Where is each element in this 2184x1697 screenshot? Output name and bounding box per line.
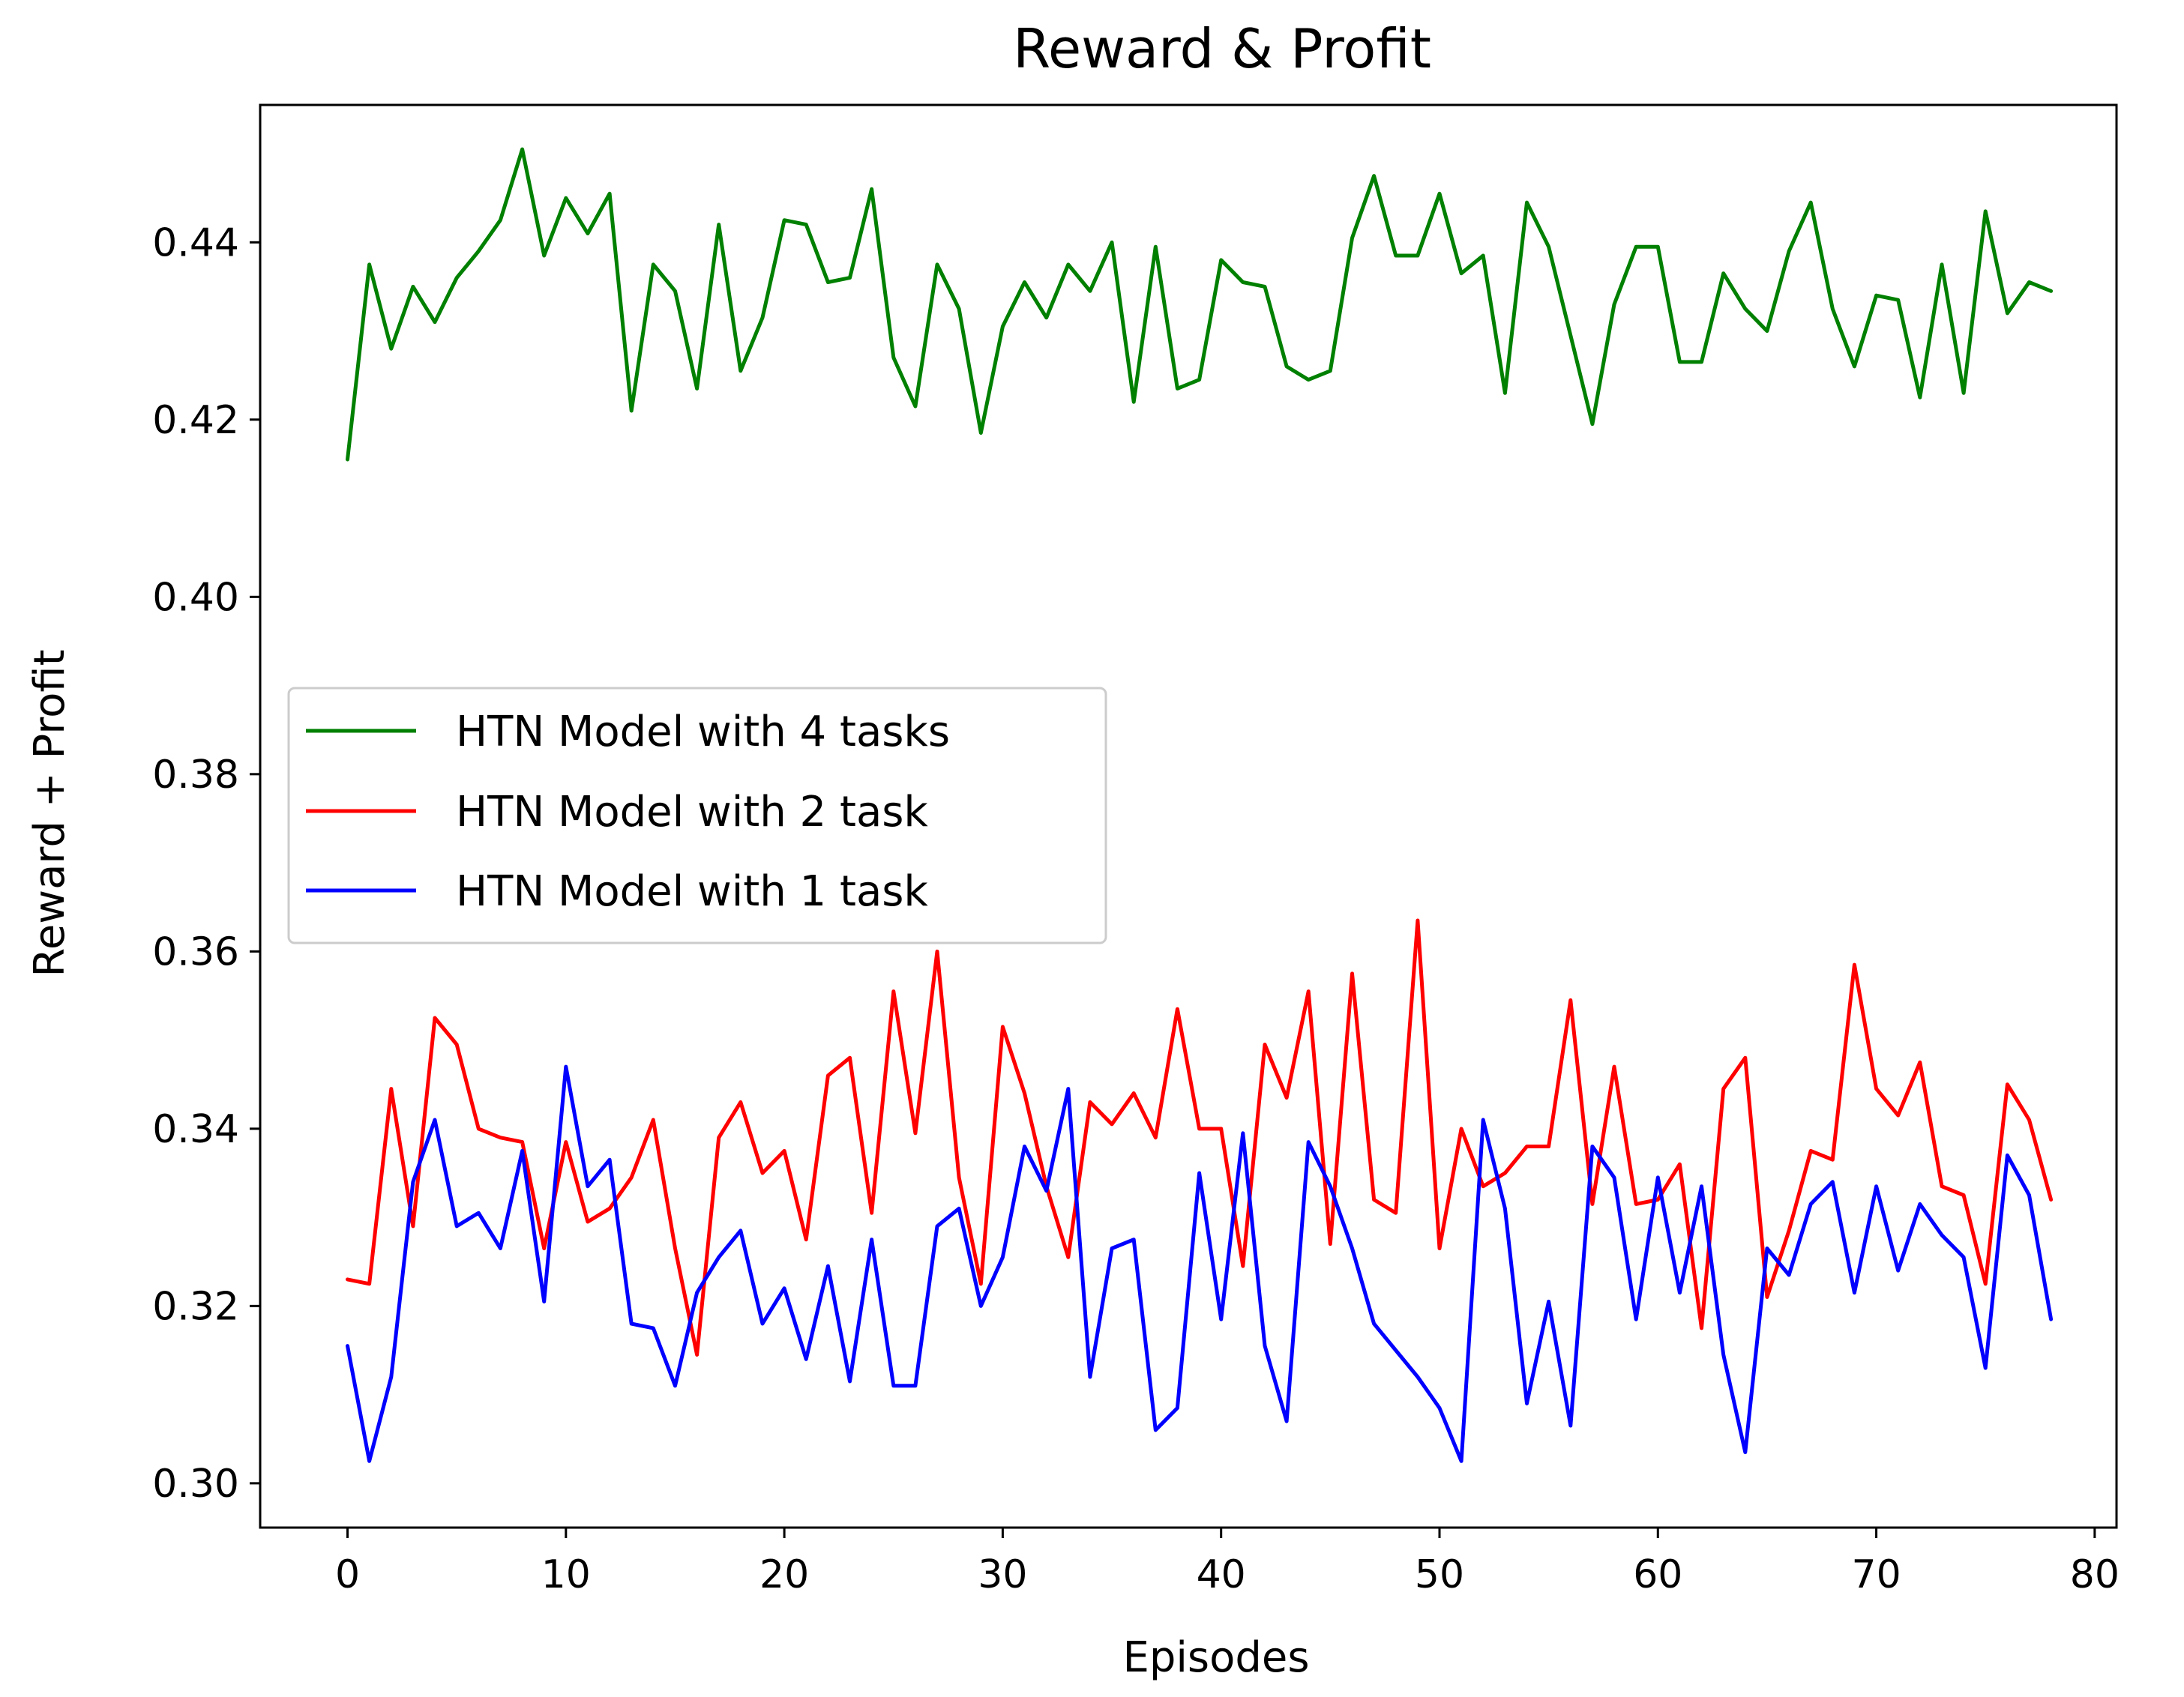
- y-axis: 0.30 0.32 0.34 0.36 0.38 0.40 0.42 0.44: [152, 220, 260, 1507]
- legend-label-1-task: HTN Model with 1 task: [456, 867, 928, 916]
- x-axis-title: Episodes: [1122, 1633, 1309, 1682]
- series-line-1: [346, 918, 2054, 1357]
- legend-box: [287, 687, 1107, 944]
- y-tick-label: 0.34: [152, 1107, 239, 1152]
- x-tick-label: 10: [541, 1552, 591, 1597]
- x-tick-label: 0: [335, 1552, 360, 1597]
- y-tick-label: 0.44: [152, 220, 239, 265]
- x-tick-label: 40: [1197, 1552, 1246, 1597]
- y-tick-label: 0.32: [152, 1284, 239, 1329]
- x-tick-label: 50: [1415, 1552, 1464, 1597]
- legend-label-4-tasks: HTN Model with 4 tasks: [456, 708, 950, 756]
- y-tick-label: 0.40: [152, 575, 239, 620]
- x-tick-label: 30: [978, 1552, 1027, 1597]
- y-tick-label: 0.36: [152, 929, 239, 974]
- legend-label-2-task: HTN Model with 2 task: [456, 788, 928, 837]
- plot-area-frame: [259, 103, 2118, 1529]
- x-axis: 0 10 20 30 40 50 60 70 80: [335, 1528, 2120, 1597]
- legend: HTN Model with 4 tasks HTN Model with 2 …: [287, 687, 1107, 944]
- x-tick-label: 80: [2070, 1552, 2120, 1597]
- y-tick-label: 0.42: [152, 398, 239, 443]
- x-tick-label: 60: [1633, 1552, 1682, 1597]
- y-tick-label: 0.38: [152, 753, 239, 798]
- x-tick-label: 20: [759, 1552, 809, 1597]
- series-layer: [346, 147, 2054, 1463]
- y-tick-label: 0.30: [152, 1462, 239, 1507]
- series-line-2: [346, 1064, 2054, 1463]
- chart-title: Reward & Profit: [1013, 17, 1431, 80]
- x-tick-label: 70: [1851, 1552, 1901, 1597]
- y-axis-title: Reward + Profit: [25, 649, 74, 977]
- series-line-0: [346, 147, 2054, 462]
